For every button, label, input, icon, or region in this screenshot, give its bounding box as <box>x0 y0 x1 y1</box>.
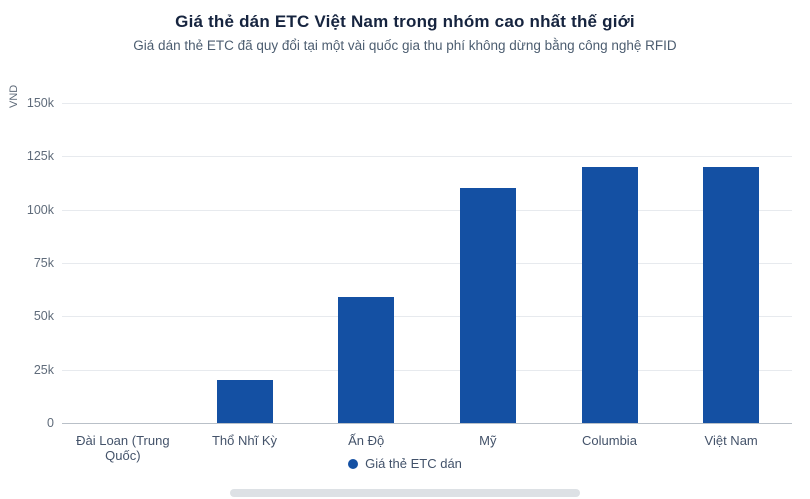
gridline <box>62 369 792 371</box>
gridline <box>62 209 792 211</box>
horizontal-scrollbar-thumb[interactable] <box>230 489 580 497</box>
plot-area: 0 25k 50k 75k 100k 125k 150k Đài Loan (Trung Qu… <box>27 96 792 463</box>
x-axis-label: Ấn Độ <box>348 433 385 448</box>
chart-title: Giá thẻ dán ETC Việt Nam trong nhóm cao … <box>175 12 635 31</box>
gridline <box>62 103 792 104</box>
y-tick-label: 125k <box>26 149 54 164</box>
x-axis-label: Mỹ <box>479 433 497 448</box>
bar <box>459 188 516 423</box>
gridline <box>62 156 792 158</box>
legend-label: Giá thẻ ETC dán <box>365 456 462 471</box>
gridline <box>62 316 792 318</box>
y-tick-label: 100k <box>26 202 54 217</box>
x-axis-line <box>62 423 792 424</box>
x-axis-label: Đài Loan (Trung Quốc) <box>76 433 170 463</box>
bar <box>703 167 760 423</box>
x-axis-label: Columbia <box>582 433 637 448</box>
legend-dot-icon <box>348 458 359 469</box>
y-tick-label: 150k <box>26 96 54 110</box>
legend: Giá thẻ ETC dán <box>0 456 810 471</box>
y-tick-label: 25k <box>33 362 54 377</box>
gridline <box>62 263 792 264</box>
chart-subtitle: Giá dán thẻ ETC đã quy đổi tại một vài q… <box>133 38 677 53</box>
x-axis-label: Thổ Nhĩ Kỳ <box>211 433 277 448</box>
y-tick-label: 50k <box>33 309 54 324</box>
x-axis-label: Việt Nam <box>704 433 758 448</box>
y-tick-label: 0 <box>47 416 54 430</box>
y-tick-label: 75k <box>33 256 54 270</box>
bar <box>338 297 395 423</box>
bar <box>581 167 638 423</box>
bar <box>216 380 273 423</box>
